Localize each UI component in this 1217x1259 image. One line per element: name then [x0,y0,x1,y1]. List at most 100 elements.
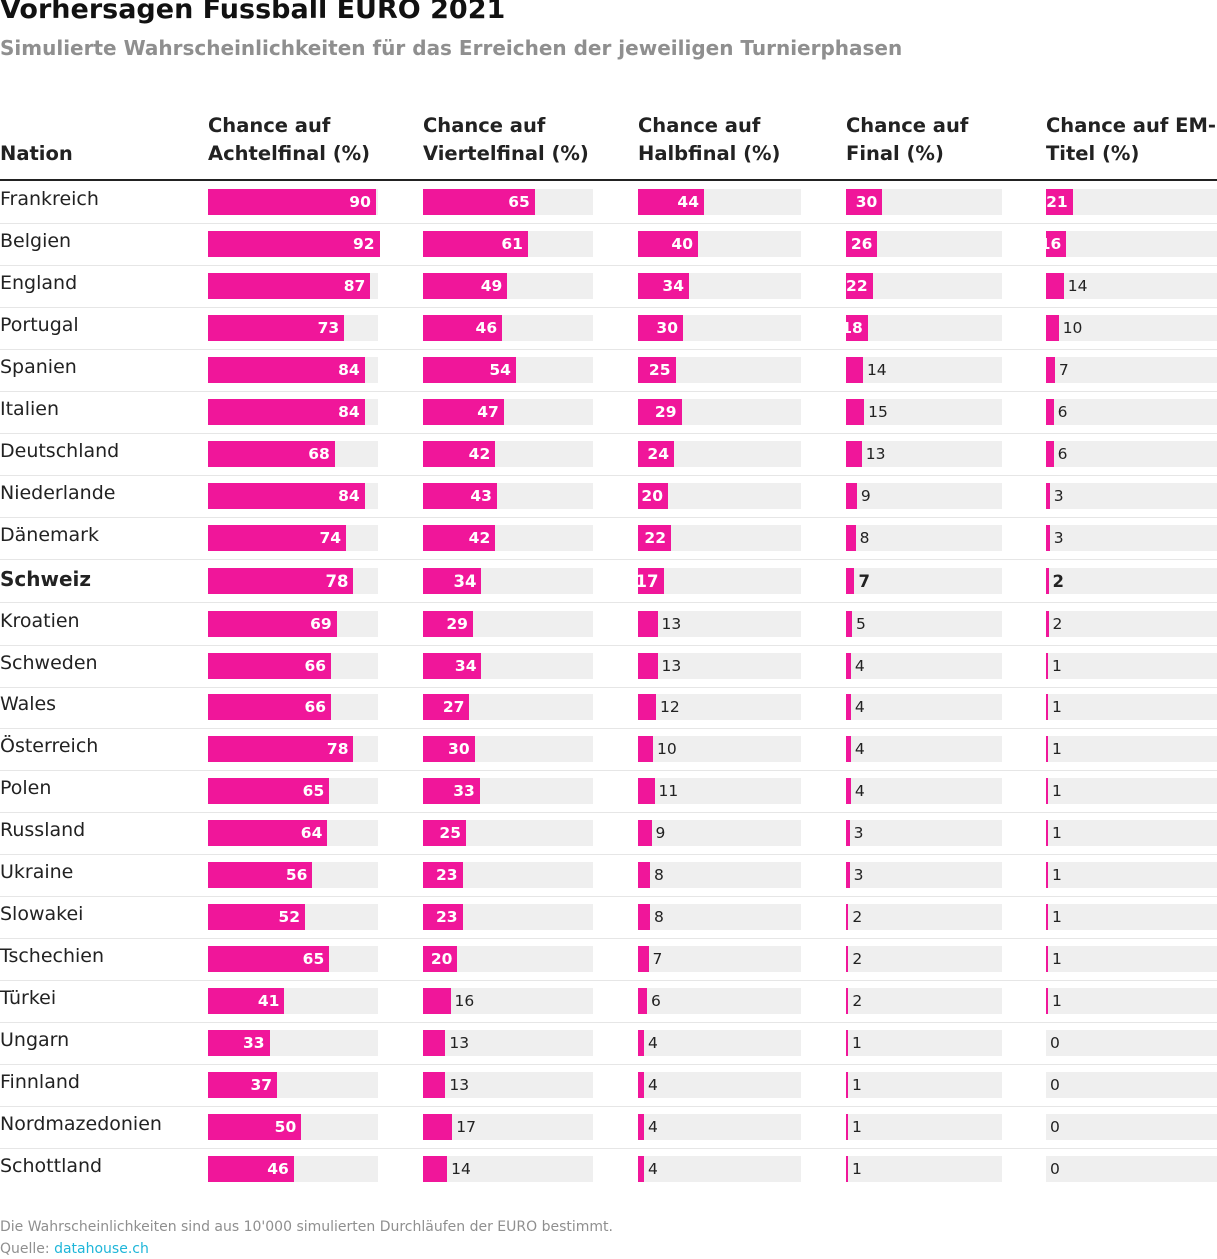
row-divider [0,602,1217,603]
bar-track-viertelfinal: 42 [423,441,593,467]
nation-label: Ukraine [0,861,74,883]
bar-final [846,315,868,341]
value-label: 40 [671,235,693,253]
value-label: 8 [654,908,664,926]
bar-track-em-titel: 3 [1046,483,1217,509]
bar-viertelfinal [423,231,528,257]
value-label: 4 [854,698,865,716]
value-label: 4 [648,1160,658,1178]
bar-track-achtelfinal: 66 [208,694,378,720]
nation-label: Kroatien [0,610,80,632]
bar-em-titel [1046,273,1064,299]
bar-track-achtelfinal: 66 [208,653,378,679]
bar-viertelfinal [423,736,475,762]
value-label: 24 [647,445,669,463]
bar-track-final: 13 [846,441,1002,467]
value-label: 4 [648,1034,658,1052]
value-label: 30 [656,319,678,337]
bar-final [846,778,851,804]
value-label: 47 [477,403,499,421]
bar-track-final: 4 [846,694,1002,720]
bar-viertelfinal [423,399,504,425]
bar-halbfinal [638,1156,644,1182]
bar-track-viertelfinal: 13 [423,1072,593,1098]
bar-final [846,820,850,846]
bar-viertelfinal [423,441,496,467]
value-label: 61 [501,235,523,253]
value-label: 0 [1050,1034,1060,1052]
value-label: 0 [1050,1160,1060,1178]
bar-track-final: 14 [846,357,1002,383]
bar-track-halbfinal: 40 [638,231,801,257]
row-divider [0,980,1217,981]
value-label: 6 [651,992,661,1010]
value-label: 2 [852,908,863,926]
row-divider [0,1064,1217,1065]
source-link[interactable]: datahouse.ch [54,1241,149,1257]
bar-viertelfinal [423,862,463,888]
bar-final [846,1156,848,1182]
bar-track-final: 4 [846,653,1002,679]
value-label: 66 [304,698,327,716]
bar-track-em-titel: 1 [1046,820,1217,846]
bar-track-final: 4 [846,736,1002,762]
value-label: 20 [430,950,453,968]
value-label: 84 [338,361,360,379]
bar-track-halbfinal: 17 [636,568,801,594]
bar-track-final: 2 [846,988,1002,1014]
value-label: 4 [648,1076,658,1094]
bar-track-halbfinal: 4 [638,1072,801,1098]
bar-final [846,189,883,215]
column-header-line1: Chance auf [423,114,546,137]
bar-em-titel [1046,694,1048,720]
bar-achtelfinal [208,694,332,720]
bar-track-halbfinal: 34 [638,273,801,299]
bar-achtelfinal [208,611,337,637]
bar-viertelfinal [423,904,463,930]
bar-achtelfinal [208,988,285,1014]
column-header-line2: Titel (%) [1046,142,1140,165]
value-label: 29 [446,615,468,633]
bar-track-halbfinal: 24 [638,441,801,467]
bar-track-achtelfinal: 84 [208,483,378,509]
value-label: 44 [677,193,699,211]
bar-halbfinal [638,1114,644,1140]
chart-title: Vorhersagen Fussball EURO 2021 [0,0,506,25]
nation-label: Spanien [0,356,77,378]
value-label: 2 [1052,572,1065,591]
bar-final [846,988,849,1014]
value-label: 0 [1050,1118,1060,1136]
row-divider [0,1022,1217,1023]
value-label: 69 [310,615,332,633]
value-label: 92 [353,235,375,253]
bar-achtelfinal [208,483,365,509]
bar-viertelfinal [423,820,466,846]
bar-track-final: 1 [846,1030,1002,1056]
column-header-line2: Halbfinal (%) [638,142,781,165]
nation-label: Nordmazedonien [0,1113,162,1135]
bar-halbfinal [638,862,650,888]
bar-track-final: 8 [846,525,1002,551]
bar-halbfinal [638,357,676,383]
value-label: 10 [1062,319,1083,337]
value-label: 84 [338,487,360,505]
nation-label: Ungarn [0,1029,70,1051]
bar-track-final: 3 [846,820,1002,846]
value-label: 42 [468,529,491,547]
column-header-nation: Nation [0,142,73,165]
bar-viertelfinal [423,525,496,551]
bar-track-final: 1 [846,1156,1002,1182]
row-divider [0,391,1217,392]
value-label: 1 [1052,992,1062,1010]
value-label: 13 [449,1076,470,1094]
value-label: 13 [865,445,886,463]
bar-track-em-titel: 1 [1046,904,1217,930]
bar-achtelfinal [208,1114,302,1140]
bar-final [846,273,873,299]
bar-track-viertelfinal: 61 [423,231,593,257]
value-label: 25 [439,824,461,842]
bar-track-halbfinal: 29 [638,399,801,425]
bar-final [846,1114,848,1140]
value-label: 13 [661,657,682,675]
value-label: 9 [860,487,871,505]
